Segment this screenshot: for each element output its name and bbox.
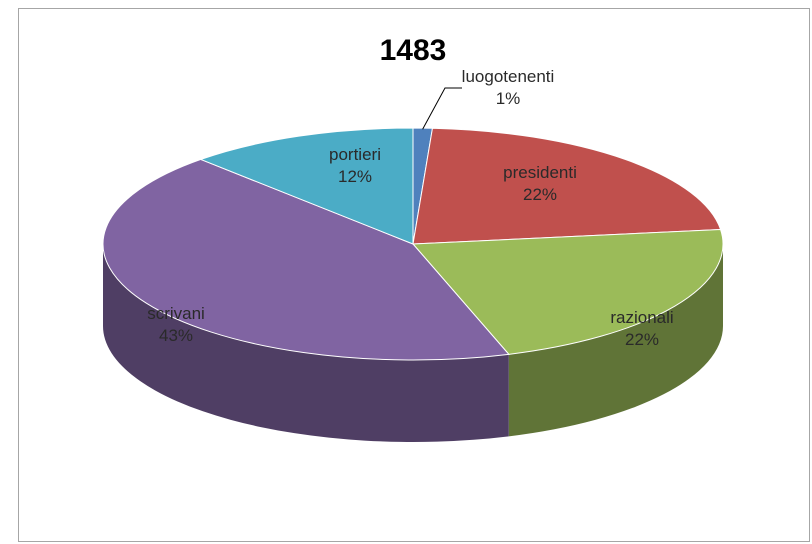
slice-label-razionali: razionali xyxy=(610,308,673,327)
slice-label-presidenti: presidenti xyxy=(503,163,577,182)
pie-slice-presidenti xyxy=(412,127,722,245)
slice-value-luogotenenti: 1% xyxy=(496,89,521,108)
pie-sides xyxy=(103,244,723,442)
slice-label-portieri: portieri xyxy=(329,145,381,164)
pie-slice-razionali xyxy=(411,228,724,355)
slice-value-presidenti: 22% xyxy=(523,185,557,204)
leader-lines xyxy=(422,87,462,130)
pie-top-faces xyxy=(102,127,724,361)
leader-line-luogotenenti xyxy=(422,87,462,130)
slice-value-razionali: 22% xyxy=(625,330,659,349)
slice-value-scrivani: 43% xyxy=(159,326,193,345)
pie-side-scrivani xyxy=(103,244,509,442)
slice-label-scrivani: scrivani xyxy=(147,304,205,323)
slice-label-luogotenenti: luogotenenti xyxy=(462,67,555,86)
pie-side-razionali xyxy=(508,244,723,437)
data-labels: luogotenenti 1% presidenti 22% razionali 22% s… xyxy=(147,67,673,349)
chart-title: 1483 xyxy=(380,34,447,67)
pie-slice-portieri xyxy=(199,127,414,245)
slice-value-portieri: 12% xyxy=(338,167,372,186)
pie-slice-scrivani xyxy=(102,158,510,361)
